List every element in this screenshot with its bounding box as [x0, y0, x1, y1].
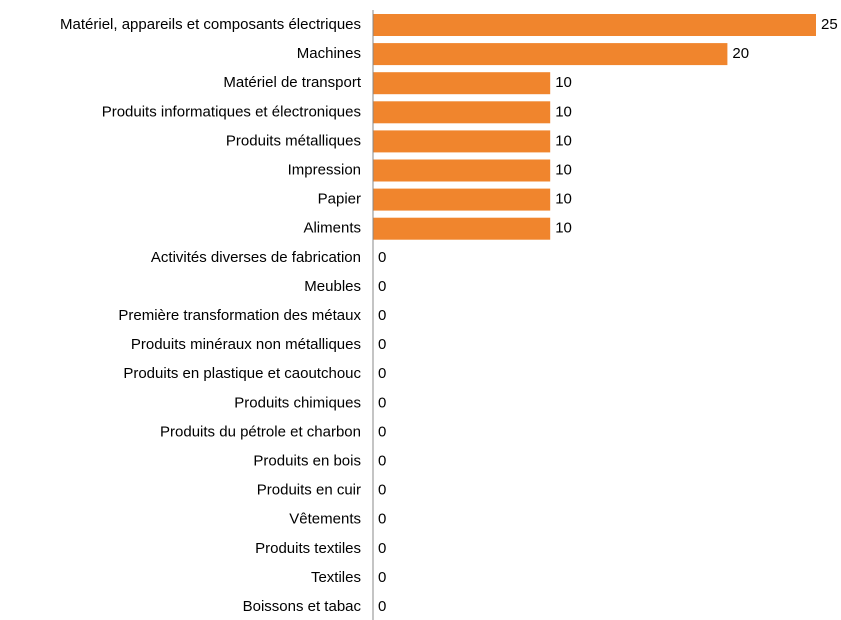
value-label: 0 [378, 511, 386, 528]
value-label: 0 [378, 249, 386, 266]
category-label: Machines [297, 45, 361, 62]
category-label: Impression [288, 161, 361, 178]
value-label: 0 [378, 278, 386, 295]
value-label: 0 [378, 569, 386, 586]
bar [373, 217, 551, 240]
value-label: 0 [378, 423, 386, 440]
category-label: Produits en cuir [257, 482, 361, 499]
category-label: Meubles [304, 278, 361, 295]
value-label: 0 [378, 336, 386, 353]
category-label: Produits en bois [253, 452, 361, 469]
bar [373, 188, 551, 211]
category-label: Vêtements [289, 511, 361, 528]
category-label: Textiles [311, 569, 361, 586]
bar [373, 101, 551, 124]
value-label: 0 [378, 598, 386, 615]
category-label: Activités diverses de fabrication [151, 249, 361, 266]
category-label: Première transformation des métaux [118, 307, 361, 324]
category-label: Produits minéraux non métalliques [131, 336, 361, 353]
category-label: Produits textiles [255, 540, 361, 557]
category-label: Produits chimiques [234, 394, 361, 411]
value-label: 20 [732, 45, 749, 62]
category-label: Produits métalliques [226, 132, 361, 149]
category-label: Papier [318, 191, 361, 208]
value-label: 10 [555, 74, 572, 91]
category-label: Produits informatiques et électroniques [102, 103, 361, 120]
category-label: Produits en plastique et caoutchouc [123, 365, 361, 382]
value-label: 10 [555, 191, 572, 208]
bar [373, 72, 551, 95]
value-label: 0 [378, 452, 386, 469]
category-label: Matériel de transport [223, 74, 361, 91]
bar [373, 130, 551, 153]
value-label: 0 [378, 307, 386, 324]
value-label: 10 [555, 220, 572, 237]
value-label: 0 [378, 540, 386, 557]
category-label: Boissons et tabac [243, 598, 362, 615]
bar [373, 14, 816, 36]
value-label: 10 [555, 132, 572, 149]
value-label: 0 [378, 394, 386, 411]
value-label: 10 [555, 161, 572, 178]
value-label: 0 [378, 482, 386, 499]
category-label: Matériel, appareils et composants électr… [60, 16, 361, 33]
value-label: 10 [555, 103, 572, 120]
category-label: Produits du pétrole et charbon [160, 423, 361, 440]
bar [373, 43, 728, 66]
value-label: 0 [378, 365, 386, 382]
value-label: 25 [821, 16, 838, 33]
category-label: Aliments [303, 220, 361, 237]
bar [373, 159, 551, 182]
